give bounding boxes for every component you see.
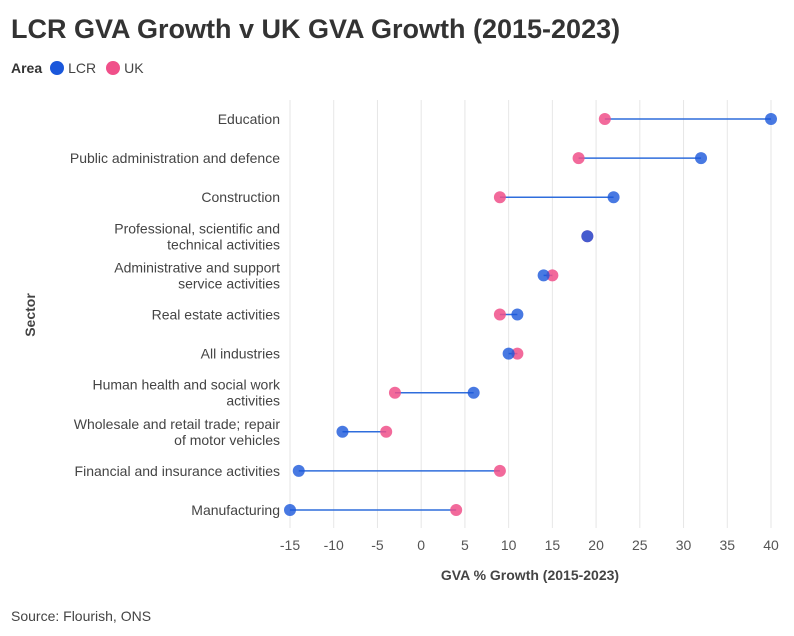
x-tick-label: 0 bbox=[417, 537, 425, 553]
lcr-point bbox=[292, 464, 305, 477]
x-tick-label: 5 bbox=[461, 537, 469, 553]
legend-lcr-label[interactable]: LCR bbox=[68, 60, 97, 76]
x-tick-label: -10 bbox=[324, 537, 344, 553]
uk-point bbox=[493, 464, 506, 477]
lcr-point bbox=[607, 191, 620, 204]
x-tick-label: -15 bbox=[280, 537, 300, 553]
x-tick-label: 10 bbox=[501, 537, 517, 553]
x-tick-label: -5 bbox=[371, 537, 384, 553]
chart-title: LCR GVA Growth v UK GVA Growth (2015-202… bbox=[11, 14, 621, 44]
y-tick-label: Professional, scientific and bbox=[114, 220, 280, 236]
x-tick-label: 30 bbox=[676, 537, 692, 553]
lcr-point bbox=[581, 230, 594, 243]
uk-point bbox=[388, 386, 401, 399]
uk-point bbox=[493, 191, 506, 204]
legend-uk-label[interactable]: UK bbox=[124, 60, 144, 76]
y-tick-label: Public administration and defence bbox=[70, 150, 280, 166]
uk-point bbox=[511, 347, 524, 360]
uk-point bbox=[380, 425, 393, 438]
y-tick-label: Education bbox=[218, 111, 280, 127]
y-tick-label: service activities bbox=[178, 275, 280, 291]
legend-title: Area bbox=[11, 60, 43, 76]
y-tick-label: All industries bbox=[201, 346, 280, 362]
x-tick-label: 35 bbox=[719, 537, 735, 553]
y-tick-label: Human health and social work bbox=[92, 377, 281, 393]
y-tick-label: of motor vehicles bbox=[174, 432, 280, 448]
x-tick-label: 25 bbox=[632, 537, 648, 553]
uk-point bbox=[546, 269, 559, 282]
lcr-point bbox=[336, 425, 349, 438]
y-tick-label: Financial and insurance activities bbox=[75, 463, 280, 479]
y-tick-label: activities bbox=[226, 393, 280, 409]
lcr-point bbox=[511, 308, 524, 321]
y-tick-label: Manufacturing bbox=[191, 502, 280, 518]
lcr-point bbox=[537, 269, 550, 282]
x-tick-label: 20 bbox=[588, 537, 604, 553]
y-tick-label: Construction bbox=[201, 189, 280, 205]
lcr-point bbox=[695, 152, 708, 165]
source-note: Source: Flourish, ONS bbox=[11, 608, 152, 624]
x-tick-label: 40 bbox=[763, 537, 779, 553]
y-axis-label: Sector bbox=[22, 293, 38, 337]
uk-point bbox=[598, 113, 611, 125]
y-tick-label: Administrative and support bbox=[114, 259, 280, 275]
x-axis-label: GVA % Growth (2015-2023) bbox=[441, 567, 619, 583]
legend-lcr-swatch[interactable] bbox=[50, 61, 65, 75]
y-tick-label: technical activities bbox=[167, 236, 280, 252]
lcr-point bbox=[502, 347, 515, 360]
legend-uk-swatch[interactable] bbox=[106, 61, 121, 75]
lcr-point bbox=[765, 113, 777, 125]
lcr-point bbox=[284, 504, 296, 516]
y-tick-label: Wholesale and retail trade; repair bbox=[74, 416, 281, 432]
uk-point bbox=[493, 308, 506, 321]
uk-point bbox=[572, 152, 585, 165]
uk-point bbox=[450, 504, 463, 516]
legend: Area LCR UK bbox=[11, 60, 150, 76]
x-tick-label: 15 bbox=[545, 537, 561, 553]
y-tick-label: Real estate activities bbox=[152, 307, 280, 323]
lcr-point bbox=[467, 386, 480, 399]
